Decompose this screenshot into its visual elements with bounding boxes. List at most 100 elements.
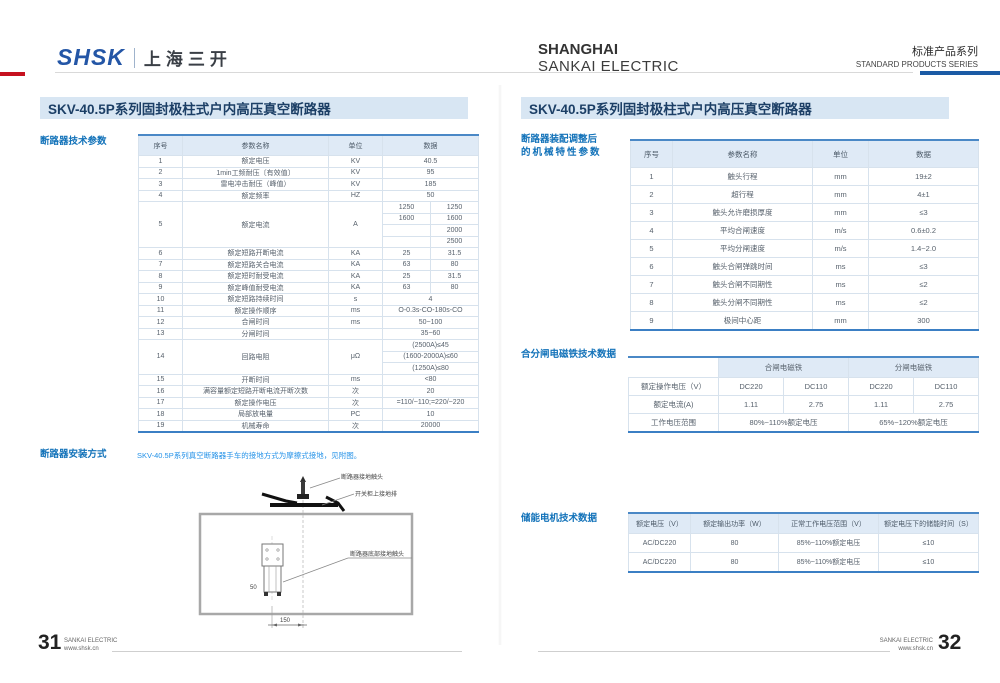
table-row: AC/DC220 80 85%~110%额定电压 ≤10 xyxy=(628,533,979,553)
footer-line-left xyxy=(112,651,462,652)
cell: 20 xyxy=(382,385,479,398)
cell: 5 xyxy=(630,239,673,258)
cell: ms xyxy=(812,275,869,294)
table-row: 9 额定峰值耐受电流 KA 63 80 xyxy=(138,281,479,294)
cell: 63 xyxy=(382,281,431,294)
table-row: 序号 参数名称 单位 数据 xyxy=(630,139,979,168)
table-row: 8 额定短时耐受电流 KA 25 31.5 xyxy=(138,270,479,283)
cell: 3 xyxy=(138,178,183,191)
mech-label-line1: 断路器装配调整后 xyxy=(521,134,598,145)
cell: ms xyxy=(812,257,869,276)
component-bottom xyxy=(263,565,282,593)
cabinet-outline xyxy=(198,512,414,616)
cell: ≤2 xyxy=(868,275,979,294)
dim-width: 150 xyxy=(280,618,291,624)
cell: (1600-2000A)≤60 xyxy=(382,350,479,363)
cell: ≤10 xyxy=(878,552,979,573)
section-label-magnet: 合分闸电磁铁技术数据 xyxy=(521,349,617,360)
table-row: 合闸电磁铁 分闸电磁铁 xyxy=(628,356,979,378)
cell: mm xyxy=(812,167,869,186)
table-row: 13 分闸时间 35~60 xyxy=(138,327,479,340)
table-row: 额定操作电压（V） DC220 DC110 DC220 DC110 xyxy=(628,377,979,396)
cell: AC/DC220 xyxy=(628,552,691,573)
cell: m/s xyxy=(812,221,869,240)
cell: 25 xyxy=(382,247,431,260)
table-row: 2000 xyxy=(139,224,479,237)
cell: 2000 xyxy=(430,224,479,237)
cell: 14 xyxy=(138,339,183,375)
cell: 额定电压（V） xyxy=(628,512,691,534)
diagram-label-bottom: 断路器底部接地触头 xyxy=(350,550,404,558)
cell: 触头合闸弹跳时间 xyxy=(672,257,813,276)
cell: 正常工作电压范围（V） xyxy=(778,512,879,534)
cell: 2 xyxy=(630,185,673,204)
series-label: 标准产品系列 STANDARD PRODUCTS SERIES xyxy=(856,46,978,70)
cell: 31.5 xyxy=(430,247,479,260)
component-foot-left xyxy=(264,592,268,596)
cell: 2.75 xyxy=(783,395,849,414)
cell: 19 xyxy=(138,419,183,433)
cell: 8 xyxy=(138,270,183,283)
cell: PC xyxy=(328,408,383,421)
cell: 10 xyxy=(382,408,479,421)
table-row: 2 1min工频耐压〔有效值〕 KV 95 xyxy=(138,166,479,179)
cell: DC220 xyxy=(848,377,914,396)
cell: 回路电阻 xyxy=(182,339,329,375)
leader-bottom xyxy=(282,557,349,583)
series-cn: 标准产品系列 xyxy=(912,46,978,58)
logo-text-en: SHSK xyxy=(57,44,125,70)
cell: O-0.3s-CO-180s-CO xyxy=(382,304,479,317)
cell: 2500 xyxy=(430,235,479,248)
table-row: 6 额定短路开断电流 KA 25 31.5 xyxy=(138,247,479,260)
cell: DC110 xyxy=(783,377,849,396)
cell: mm xyxy=(812,203,869,222)
cell: 额定短路持续时间 xyxy=(182,293,329,306)
cell: 额定短路开断电流 xyxy=(182,247,329,260)
cell: 5 xyxy=(138,201,183,248)
cell: DC220 xyxy=(718,377,784,396)
table-row: 1 额定电压 KV 40.5 xyxy=(138,155,479,168)
cell: 触头分闸不同期性 xyxy=(672,293,813,312)
cell: KA xyxy=(328,281,383,294)
cell: 1min工频耐压〔有效值〕 xyxy=(182,166,329,179)
cell xyxy=(328,327,383,340)
cell: 50 xyxy=(382,189,479,202)
cell: 平均合闸速度 xyxy=(672,221,813,240)
cell: 8 xyxy=(630,293,673,312)
cell: 额定操作电压（V） xyxy=(628,377,719,396)
cell: 单位 xyxy=(812,139,869,168)
page-number-right: 32 xyxy=(938,631,962,654)
cell: 3 xyxy=(630,203,673,222)
table-row: 序号 参数名称 单位 数据 xyxy=(138,134,479,156)
page-number-left: 31 xyxy=(38,631,62,654)
table-row: 11 额定操作顺序 ms O-0.3s-CO-180s-CO xyxy=(138,304,479,317)
cell: 40.5 xyxy=(382,155,479,168)
cell: 65%~120%额定电压 xyxy=(848,413,979,433)
left-page-title: SKV-40.5P系列固封极柱式户内高压真空断路器 xyxy=(40,97,468,119)
cell: KV xyxy=(328,166,383,179)
cell: 额定操作电压 xyxy=(182,396,329,409)
cell: (1250A)≤80 xyxy=(382,362,479,375)
component-top xyxy=(261,543,284,567)
cell: 额定短路关合电流 xyxy=(182,258,329,271)
table-row: 2500 xyxy=(139,235,479,248)
cell: 31.5 xyxy=(430,270,479,283)
cell: 10 xyxy=(138,293,183,306)
cell: 满容量额定短路开断电流开断次数 xyxy=(182,385,329,398)
table-row: 6 触头合闸弹跳时间 ms ≤3 xyxy=(630,257,979,276)
cell: 雷电冲击耐压（峰值） xyxy=(182,178,329,191)
cell: m/s xyxy=(812,239,869,258)
cell: 9 xyxy=(630,311,673,331)
motor-table: 额定电压（V） 额定输出功率（W） 正常工作电压范围（V） 额定电压下的储能时间（S）… xyxy=(628,512,979,573)
diagram-label-mid: 开关柜上接地排 xyxy=(355,490,397,498)
page-fold xyxy=(498,85,502,645)
cell: 85%~110%额定电压 xyxy=(778,533,879,553)
cell: KV xyxy=(328,155,383,168)
cell: 4±1 xyxy=(868,185,979,204)
magnet-table-body: 合闸电磁铁 分闸电磁铁 额定操作电压（V） DC220 DC110 DC220 DC110 额… xyxy=(628,356,979,433)
cell: 1250 xyxy=(382,201,431,214)
cell: mm xyxy=(812,311,869,331)
cell: 1600 xyxy=(382,212,431,225)
cell: 合闸电磁铁 xyxy=(718,356,849,378)
cell: 1 xyxy=(630,167,673,186)
